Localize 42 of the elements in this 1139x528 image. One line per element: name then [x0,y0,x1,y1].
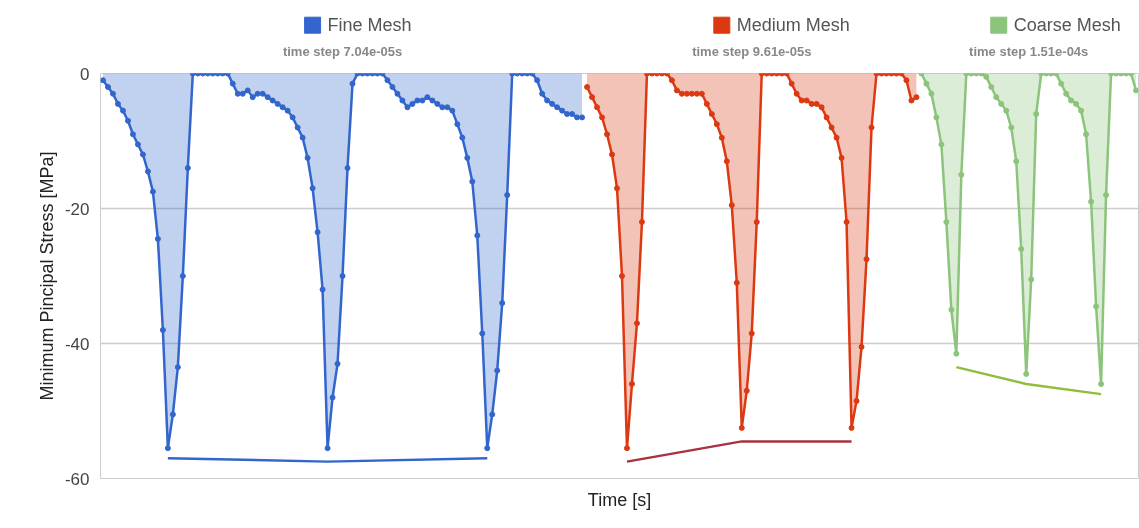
point [1088,198,1095,205]
text: time step 1.51e-04s [969,43,1089,59]
point [1093,303,1100,310]
legend-label: Coarse Mesh [1013,15,1121,36]
point [1063,90,1070,97]
text: time step 9.61e-05s [692,43,812,59]
point [993,94,1000,101]
point [1098,381,1105,387]
point [1073,100,1080,107]
point [1018,246,1025,252]
point [958,171,965,178]
text: time step 7.04e-05s [282,43,403,59]
point [923,80,930,87]
y-tick-label: -60 [64,469,90,489]
point [1028,276,1035,283]
point [983,73,990,80]
y-tick-label: 0 [80,64,90,84]
point [948,306,955,313]
point [1078,107,1085,114]
point [953,350,960,357]
point [928,90,935,97]
point [1133,87,1139,94]
x-axis-title: Time [s] [587,489,652,510]
point [1023,370,1030,377]
point [1033,111,1040,117]
point [938,141,945,148]
y-tick-label: -20 [64,199,90,219]
point [988,84,995,90]
point [1013,158,1020,165]
point [943,219,950,225]
legend-label: Medium Mesh [736,15,850,36]
point [933,114,940,121]
point [1058,80,1065,87]
y-axis-title: Minimum Pincipal Stress [MPa] [36,151,57,401]
point [1003,107,1010,114]
legend-label: Fine Mesh [327,15,412,36]
point [1083,131,1090,138]
point [1068,97,1075,104]
y-tick-label: -40 [64,334,90,354]
point [998,100,1005,107]
point [1008,124,1015,131]
point [1103,192,1110,198]
